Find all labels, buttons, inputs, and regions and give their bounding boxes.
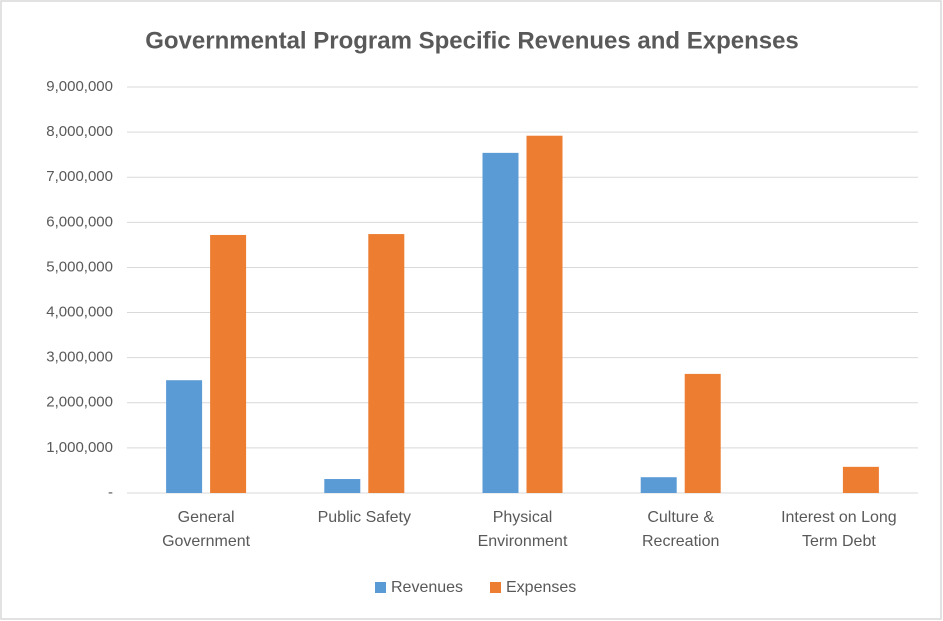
y-tick-label: 9,000,000 — [46, 78, 113, 95]
y-tick-label: 2,000,000 — [46, 394, 113, 411]
y-tick-label: 3,000,000 — [46, 349, 113, 366]
bar — [368, 234, 405, 493]
legend-swatch — [375, 582, 386, 593]
bar — [526, 135, 563, 493]
bar — [166, 380, 203, 493]
y-tick-label: 4,000,000 — [46, 304, 113, 321]
bar — [482, 152, 519, 493]
x-tick-label: Public Safety — [317, 509, 411, 526]
bar — [324, 479, 361, 493]
x-tick-label: Physical Environment — [477, 509, 568, 550]
bar — [842, 466, 879, 493]
bar — [210, 234, 247, 493]
y-tick-label: 1,000,000 — [46, 439, 113, 456]
y-tick-label: 6,000,000 — [46, 213, 113, 230]
x-tick-label: Culture & Recreation — [642, 509, 720, 550]
legend-label: Expenses — [506, 579, 576, 596]
y-tick-label: 7,000,000 — [46, 168, 113, 185]
x-tick-label: General Government — [162, 509, 251, 550]
y-tick-label: 8,000,000 — [46, 123, 113, 140]
legend-swatch — [490, 582, 501, 593]
x-tick-label: Interest on Long Term Debt — [781, 509, 897, 550]
bar — [640, 477, 677, 493]
y-tick-label: 5,000,000 — [46, 258, 113, 275]
bar — [684, 373, 721, 493]
y-tick-label: - — [108, 484, 113, 501]
legend-label: Revenues — [391, 579, 463, 596]
chart-title: Governmental Program Specific Revenues a… — [145, 27, 799, 54]
